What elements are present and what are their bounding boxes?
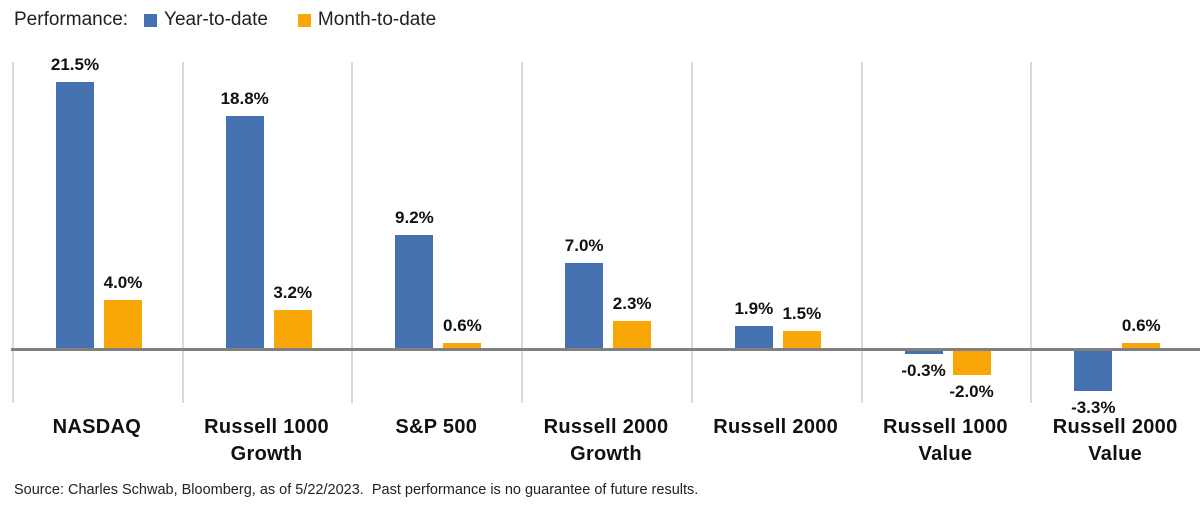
zero-axis-line [11, 348, 1200, 351]
month-to-date-label: Month-to-date [317, 9, 437, 30]
data-label: 18.8% [220, 88, 269, 108]
month-to-date-bar [273, 310, 312, 350]
category-label: Russell 2000 Growth [521, 414, 691, 468]
year-to-date-bar [56, 82, 94, 350]
category-label-line: Russell 1000 [883, 416, 1008, 438]
month-to-date-bar [1122, 342, 1161, 350]
year-to-date-bar [225, 115, 264, 350]
data-label: -3.3% [1071, 398, 1116, 418]
category-label-line: NASDAQ [52, 416, 142, 438]
year-to-date-bar [734, 326, 773, 350]
legend-item-year-to-date: Year-to-date [144, 9, 268, 31]
data-label: 0.6% [1121, 315, 1161, 335]
data-label: 21.5% [50, 55, 100, 75]
source-text: Source: Charles Schwab, Bloomberg, as of… [14, 482, 699, 498]
plot-area: 21.5% 4.0% 18.8% 3.2% 9.2% 0.6% 7.0% 2.3% 1.9% 1.… [11, 55, 1200, 417]
category-label: Russell 2000 [691, 414, 861, 441]
category-label-line: Growth [230, 443, 303, 465]
category-separator-gridline [521, 62, 524, 403]
category-label-line: Russell 2000 [1052, 416, 1178, 438]
data-label: -2.0% [949, 381, 994, 401]
category-label: Russell 1000 Value [861, 414, 1031, 468]
category-label-line: Growth [570, 443, 642, 465]
category-labels: NASDAQ Russell 1000 Growth S&P 500 Russell 2… [12, 414, 1200, 472]
category-label: NASDAQ [12, 414, 182, 441]
month-to-date-swatch-icon [297, 13, 311, 27]
category-separator-gridline [690, 62, 693, 403]
category-label-line: Russell 2000 [543, 416, 669, 438]
month-to-date-bar [443, 342, 482, 350]
data-label: 0.6% [443, 315, 482, 335]
category-label-line: Russell 1000 [204, 416, 329, 438]
year-to-date-swatch-icon [144, 13, 158, 27]
year-to-date-bar [904, 350, 943, 354]
year-to-date-bar [1074, 350, 1113, 392]
category-label-line: Russell 2000 [713, 416, 839, 438]
category-separator-gridline [1030, 62, 1033, 403]
month-to-date-bar [952, 350, 991, 375]
category-label-line: Value [918, 443, 973, 465]
category-separator-gridline [351, 62, 354, 403]
category-label: Russell 2000 Value [1030, 414, 1200, 468]
data-label: 1.5% [782, 304, 822, 324]
data-label: 7.0% [564, 235, 604, 255]
data-label: 4.0% [103, 273, 143, 293]
legend: Performance: Year-to-date Month-to-date [14, 9, 466, 31]
category-separator-gridline [12, 62, 14, 403]
category-separator-gridline [181, 62, 184, 403]
year-to-date-label: Year-to-date [164, 9, 268, 30]
category-label: S&P 500 [351, 414, 521, 441]
category-separator-gridline [860, 62, 863, 403]
year-to-date-bar [565, 262, 604, 350]
category-label: Russell 1000 Growth [182, 414, 352, 468]
month-to-date-bar [782, 331, 821, 350]
data-label: -0.3% [901, 360, 946, 380]
month-to-date-bar [104, 300, 142, 350]
data-label: 3.2% [273, 283, 313, 303]
category-label-line: S&P 500 [395, 416, 478, 438]
data-label: 1.9% [734, 299, 774, 319]
legend-item-month-to-date: Month-to-date [297, 9, 437, 31]
year-to-date-bar [395, 235, 434, 350]
category-label-line: Value [1088, 443, 1143, 465]
data-label: 9.2% [395, 208, 434, 228]
month-to-date-bar [613, 321, 652, 350]
data-label: 2.3% [612, 294, 652, 314]
legend-title: Performance: [14, 9, 129, 30]
